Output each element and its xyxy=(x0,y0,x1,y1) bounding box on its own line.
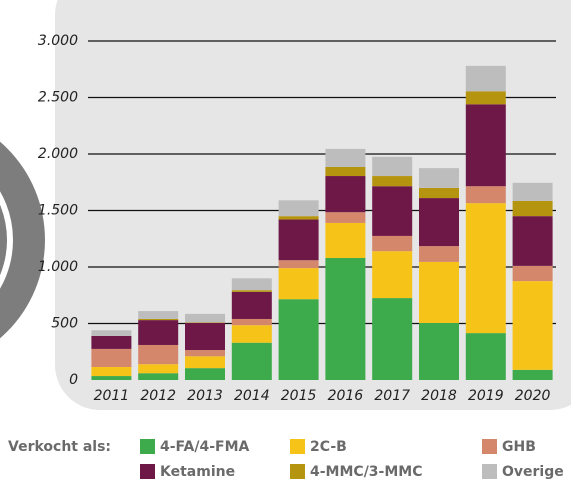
x-tick-label: 2020 xyxy=(515,388,551,404)
y-tick-label: 1.500 xyxy=(38,203,78,219)
decor-ring xyxy=(0,191,13,289)
bar-segment xyxy=(91,376,132,380)
x-tick-label: 2019 xyxy=(468,388,504,404)
legend-title: Verkocht als: xyxy=(8,439,111,455)
legend-swatch xyxy=(290,439,305,454)
bar-segment xyxy=(465,104,506,187)
bar-segment xyxy=(231,291,272,319)
bar-segment xyxy=(91,367,132,377)
bar-segment xyxy=(372,235,413,252)
x-tick-label: 2015 xyxy=(281,388,317,404)
bar-segment xyxy=(185,356,225,369)
bar-segment xyxy=(278,219,319,261)
legend-label: GHB xyxy=(502,439,536,455)
bar-segment xyxy=(372,186,413,236)
bar-segment xyxy=(372,251,413,299)
bar-segment xyxy=(419,198,459,247)
bar-segment xyxy=(325,148,366,167)
x-tick-label: 2012 xyxy=(140,388,176,404)
y-tick-label: 3.000 xyxy=(38,33,78,49)
x-tick-label: 2016 xyxy=(328,388,364,404)
bar-segment xyxy=(278,260,319,269)
bar-segment xyxy=(465,203,506,334)
x-tick-label: 2011 xyxy=(94,388,130,404)
bar-segment xyxy=(325,176,366,213)
bar-segment xyxy=(278,200,319,217)
bar-segment xyxy=(512,369,553,380)
bar-segment xyxy=(325,222,366,258)
legend-label: 4-MMC/3-MMC xyxy=(310,464,423,480)
bar-segment xyxy=(231,342,272,380)
bar-segment xyxy=(138,373,179,380)
legend-label: Overige xyxy=(502,464,564,480)
legend-swatch xyxy=(482,439,497,454)
labels: 0 500 1.000 1.500 2.000 2.500 3.000 2011 2012 201… xyxy=(38,33,551,404)
bar-segment xyxy=(278,268,319,300)
legend-swatch xyxy=(140,464,155,479)
bar-segment xyxy=(185,350,225,357)
y-tick-label: 0 xyxy=(69,372,78,388)
bar-segment xyxy=(372,156,413,177)
legend-label: 4-FA/4-FMA xyxy=(160,439,250,455)
bar-segment xyxy=(419,168,459,188)
bar-segment xyxy=(419,187,459,199)
bar-segment xyxy=(512,265,553,282)
x-tick-label: 2013 xyxy=(187,388,223,404)
legend-swatch xyxy=(482,464,497,479)
bar-segment xyxy=(465,186,506,204)
bar-segment xyxy=(512,182,553,201)
bar-segment xyxy=(138,344,179,365)
bar-segment xyxy=(278,299,319,380)
bar-segment xyxy=(138,311,179,319)
bar-segment xyxy=(91,330,132,336)
bar-segment xyxy=(185,322,225,323)
bar-segment xyxy=(419,246,459,262)
decor-circle xyxy=(0,141,45,339)
legend-label: Ketamine xyxy=(160,464,235,480)
x-tick-label: 2017 xyxy=(374,388,410,404)
bars xyxy=(91,65,553,380)
bar-segment xyxy=(372,298,413,380)
bar-segment xyxy=(325,257,366,380)
bar-segment xyxy=(231,325,272,343)
bar-segment xyxy=(91,335,132,349)
y-tick-label: 1.000 xyxy=(38,259,78,275)
bar-segment xyxy=(372,176,413,187)
bar-segment xyxy=(185,368,225,380)
bar-segment xyxy=(231,318,272,326)
bar-segment xyxy=(231,278,272,291)
legend-label: 2C-B xyxy=(310,439,347,455)
bar-segment xyxy=(185,322,225,351)
bar-segment xyxy=(138,364,179,374)
bar-segment xyxy=(465,91,506,105)
bar-segment xyxy=(325,212,366,223)
bar-segment xyxy=(465,65,506,92)
y-tick-label: 500 xyxy=(51,316,78,332)
bar-segment xyxy=(231,290,272,292)
bar-segment xyxy=(465,333,506,380)
bar-segment xyxy=(512,200,553,217)
bar-segment xyxy=(138,320,179,345)
x-tick-label: 2014 xyxy=(234,388,270,404)
bar-segment xyxy=(185,313,225,323)
bar-segment xyxy=(512,281,553,370)
y-tick-label: 2.500 xyxy=(38,90,78,106)
legend-swatch xyxy=(290,464,305,479)
bar-segment xyxy=(138,318,179,321)
bar-segment xyxy=(91,348,132,368)
x-tick-label: 2018 xyxy=(421,388,457,404)
bar-segment xyxy=(512,216,553,266)
bar-segment xyxy=(325,166,366,177)
bar-segment xyxy=(419,261,459,323)
legend-swatch xyxy=(140,439,155,454)
bar-segment xyxy=(419,322,459,380)
bar-segment xyxy=(278,216,319,220)
y-tick-label: 2.000 xyxy=(38,146,78,162)
